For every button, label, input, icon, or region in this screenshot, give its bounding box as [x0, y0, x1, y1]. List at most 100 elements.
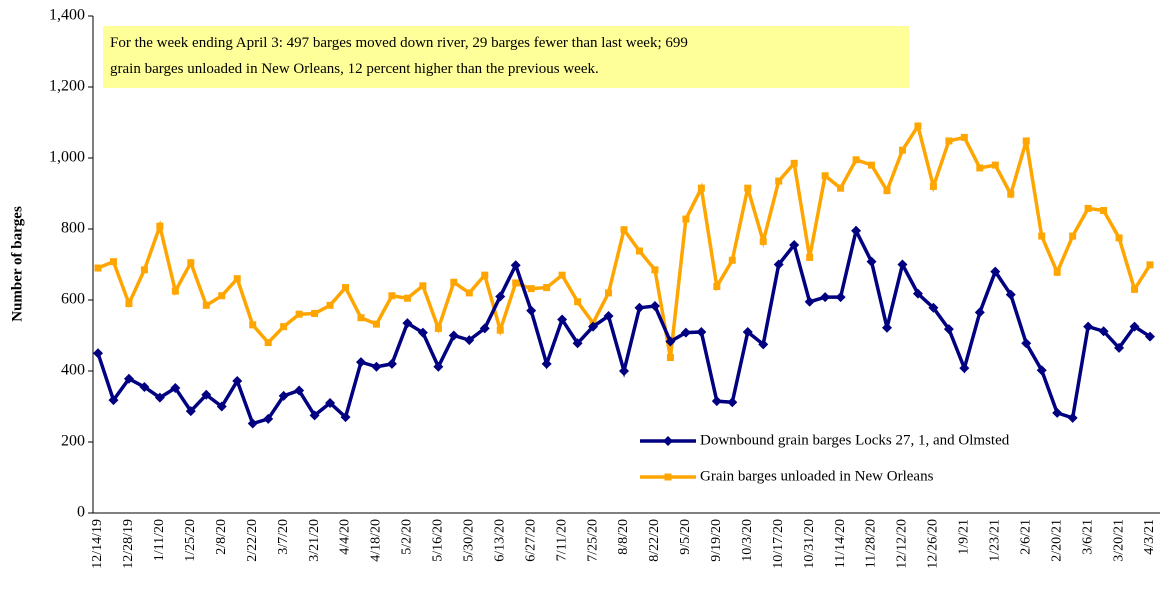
data-point	[479, 323, 490, 334]
data-point	[93, 348, 103, 359]
legend-label: Downbound grain barges Locks 27, 1, and …	[700, 432, 1010, 448]
data-point	[572, 338, 583, 349]
data-point	[295, 310, 303, 318]
data-point	[1022, 137, 1030, 145]
data-point	[821, 172, 829, 180]
data-point	[837, 184, 845, 192]
data-point	[108, 395, 119, 406]
data-point	[649, 301, 660, 312]
data-point	[696, 326, 707, 337]
data-point	[1021, 338, 1032, 349]
legend-label: Grain barges unloaded in New Orleans	[700, 468, 934, 484]
data-point	[759, 237, 767, 245]
data-point	[216, 401, 227, 412]
data-point	[417, 327, 428, 338]
data-point	[959, 363, 970, 374]
data-point	[897, 259, 908, 270]
data-point	[605, 289, 613, 297]
data-point	[356, 357, 366, 368]
data-point	[94, 264, 102, 272]
data-point	[386, 358, 397, 369]
data-point	[140, 266, 148, 274]
data-point	[1145, 331, 1155, 342]
annotation: For the week ending April 3: 497 barges …	[110, 35, 688, 51]
y-tick-label: 600	[61, 291, 85, 308]
data-point	[109, 258, 117, 266]
x-tick-label: 10/17/20	[771, 519, 786, 569]
data-point	[1098, 326, 1109, 337]
data-point	[125, 300, 133, 308]
x-tick-label: 3/20/21	[1111, 519, 1126, 562]
data-point	[619, 366, 629, 376]
data-point	[1053, 268, 1061, 276]
data-point	[991, 161, 999, 169]
data-point	[711, 396, 722, 407]
data-point	[882, 322, 892, 333]
x-tick-label: 11/14/20	[833, 519, 848, 568]
data-point	[789, 239, 800, 250]
data-point	[558, 271, 566, 279]
x-tick-label: 6/27/20	[523, 519, 538, 562]
data-point	[806, 253, 814, 261]
data-point	[1131, 285, 1139, 293]
x-tick-label: 11/28/20	[864, 519, 879, 568]
data-point	[820, 292, 831, 303]
data-point	[804, 296, 815, 307]
x-tick-label: 4/18/20	[369, 519, 384, 562]
x-tick-label: 6/13/20	[492, 519, 507, 562]
data-point	[249, 321, 257, 329]
data-point	[1067, 412, 1078, 423]
data-point	[635, 247, 643, 255]
data-point	[976, 164, 984, 172]
data-point	[588, 321, 599, 332]
data-point	[464, 335, 475, 346]
data-point	[433, 361, 444, 372]
data-point	[1038, 232, 1046, 240]
x-tick-label: 3/7/20	[276, 519, 291, 555]
y-tick-label: 400	[61, 362, 85, 379]
data-point	[1069, 232, 1077, 240]
x-tick-label: 2/20/21	[1049, 519, 1064, 562]
data-point	[928, 302, 939, 313]
x-tick-label: 1/25/20	[183, 519, 198, 562]
data-point	[526, 305, 537, 316]
x-tick-label: 2/22/20	[245, 519, 260, 562]
y-tick-label: 200	[61, 433, 85, 450]
data-point	[557, 314, 568, 325]
data-point	[156, 222, 164, 230]
data-point	[448, 330, 459, 341]
data-point	[218, 292, 226, 300]
data-point	[357, 314, 365, 322]
data-point	[434, 324, 442, 332]
data-point	[496, 326, 504, 334]
data-point	[233, 275, 241, 283]
data-point	[123, 373, 134, 384]
data-point	[914, 122, 922, 130]
data-point	[388, 292, 396, 300]
data-point	[450, 278, 458, 286]
x-tick-label: 12/12/20	[895, 519, 910, 569]
data-point	[742, 326, 753, 337]
data-point	[620, 226, 628, 234]
data-point	[898, 146, 906, 154]
y-axis-label: Number of barges	[9, 206, 25, 322]
data-point	[372, 320, 380, 328]
data-point	[1052, 407, 1063, 418]
data-point	[651, 266, 659, 274]
data-point	[187, 259, 195, 267]
data-point	[713, 283, 721, 291]
data-point	[465, 289, 473, 297]
data-point	[1129, 321, 1140, 332]
data-point	[543, 284, 551, 292]
data-point	[960, 133, 968, 141]
y-tick-label: 0	[77, 504, 85, 521]
x-tick-label: 2/8/20	[214, 519, 229, 555]
data-point	[945, 137, 953, 145]
x-tick-label: 1/9/21	[957, 519, 972, 555]
data-point	[727, 397, 738, 408]
data-point	[1146, 261, 1154, 269]
data-point	[1114, 342, 1125, 353]
data-point	[866, 256, 877, 267]
x-tick-label: 12/26/20	[926, 519, 941, 569]
x-tick-label: 12/28/19	[121, 519, 136, 569]
